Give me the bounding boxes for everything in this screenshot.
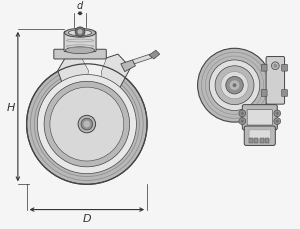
FancyBboxPatch shape (242, 105, 277, 130)
Polygon shape (82, 59, 106, 113)
Polygon shape (133, 55, 152, 65)
Circle shape (241, 112, 244, 115)
Circle shape (209, 61, 260, 111)
Circle shape (232, 84, 236, 88)
Circle shape (50, 88, 124, 161)
Ellipse shape (64, 29, 96, 38)
Circle shape (78, 30, 82, 35)
Text: H: H (7, 102, 15, 112)
Polygon shape (149, 51, 160, 60)
FancyBboxPatch shape (266, 57, 285, 105)
Circle shape (276, 112, 279, 115)
FancyBboxPatch shape (282, 90, 287, 97)
Circle shape (239, 118, 246, 125)
Circle shape (276, 120, 279, 123)
FancyBboxPatch shape (54, 50, 106, 60)
Polygon shape (58, 55, 89, 117)
FancyBboxPatch shape (261, 90, 267, 97)
Bar (260, 138, 264, 143)
Circle shape (44, 82, 130, 167)
Circle shape (37, 75, 136, 174)
Circle shape (239, 111, 246, 117)
Text: d: d (77, 1, 83, 11)
Circle shape (215, 66, 254, 105)
FancyBboxPatch shape (261, 65, 267, 72)
Bar (249, 138, 253, 143)
Circle shape (81, 119, 93, 130)
Bar (265, 138, 269, 143)
Circle shape (75, 28, 85, 38)
Circle shape (230, 81, 239, 91)
Circle shape (221, 72, 248, 99)
Polygon shape (121, 61, 135, 72)
Bar (254, 138, 258, 143)
Polygon shape (97, 55, 130, 117)
Circle shape (27, 65, 147, 185)
FancyBboxPatch shape (282, 65, 287, 72)
Circle shape (272, 63, 279, 70)
Text: D: D (82, 213, 91, 223)
Circle shape (274, 118, 281, 125)
Circle shape (198, 49, 272, 123)
Circle shape (226, 77, 243, 95)
Ellipse shape (65, 48, 94, 55)
FancyBboxPatch shape (247, 110, 272, 125)
Circle shape (78, 116, 96, 133)
FancyBboxPatch shape (249, 130, 271, 140)
FancyBboxPatch shape (64, 32, 96, 52)
Circle shape (241, 120, 244, 123)
FancyBboxPatch shape (244, 126, 275, 146)
Ellipse shape (68, 31, 92, 36)
Circle shape (274, 111, 281, 117)
Circle shape (83, 121, 90, 128)
Circle shape (273, 65, 277, 68)
